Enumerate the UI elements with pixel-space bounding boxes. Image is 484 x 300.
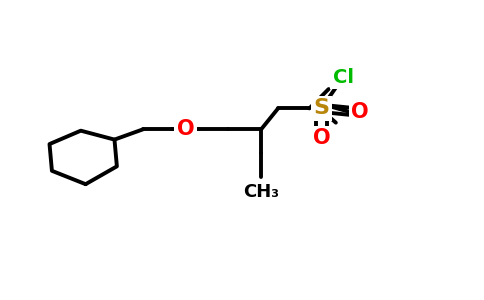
Text: CH₃: CH₃ [243,183,279,201]
Text: O: O [351,102,369,122]
Text: Cl: Cl [333,68,353,87]
Text: O: O [177,119,195,139]
Text: O: O [313,128,330,148]
Text: S: S [314,98,330,118]
